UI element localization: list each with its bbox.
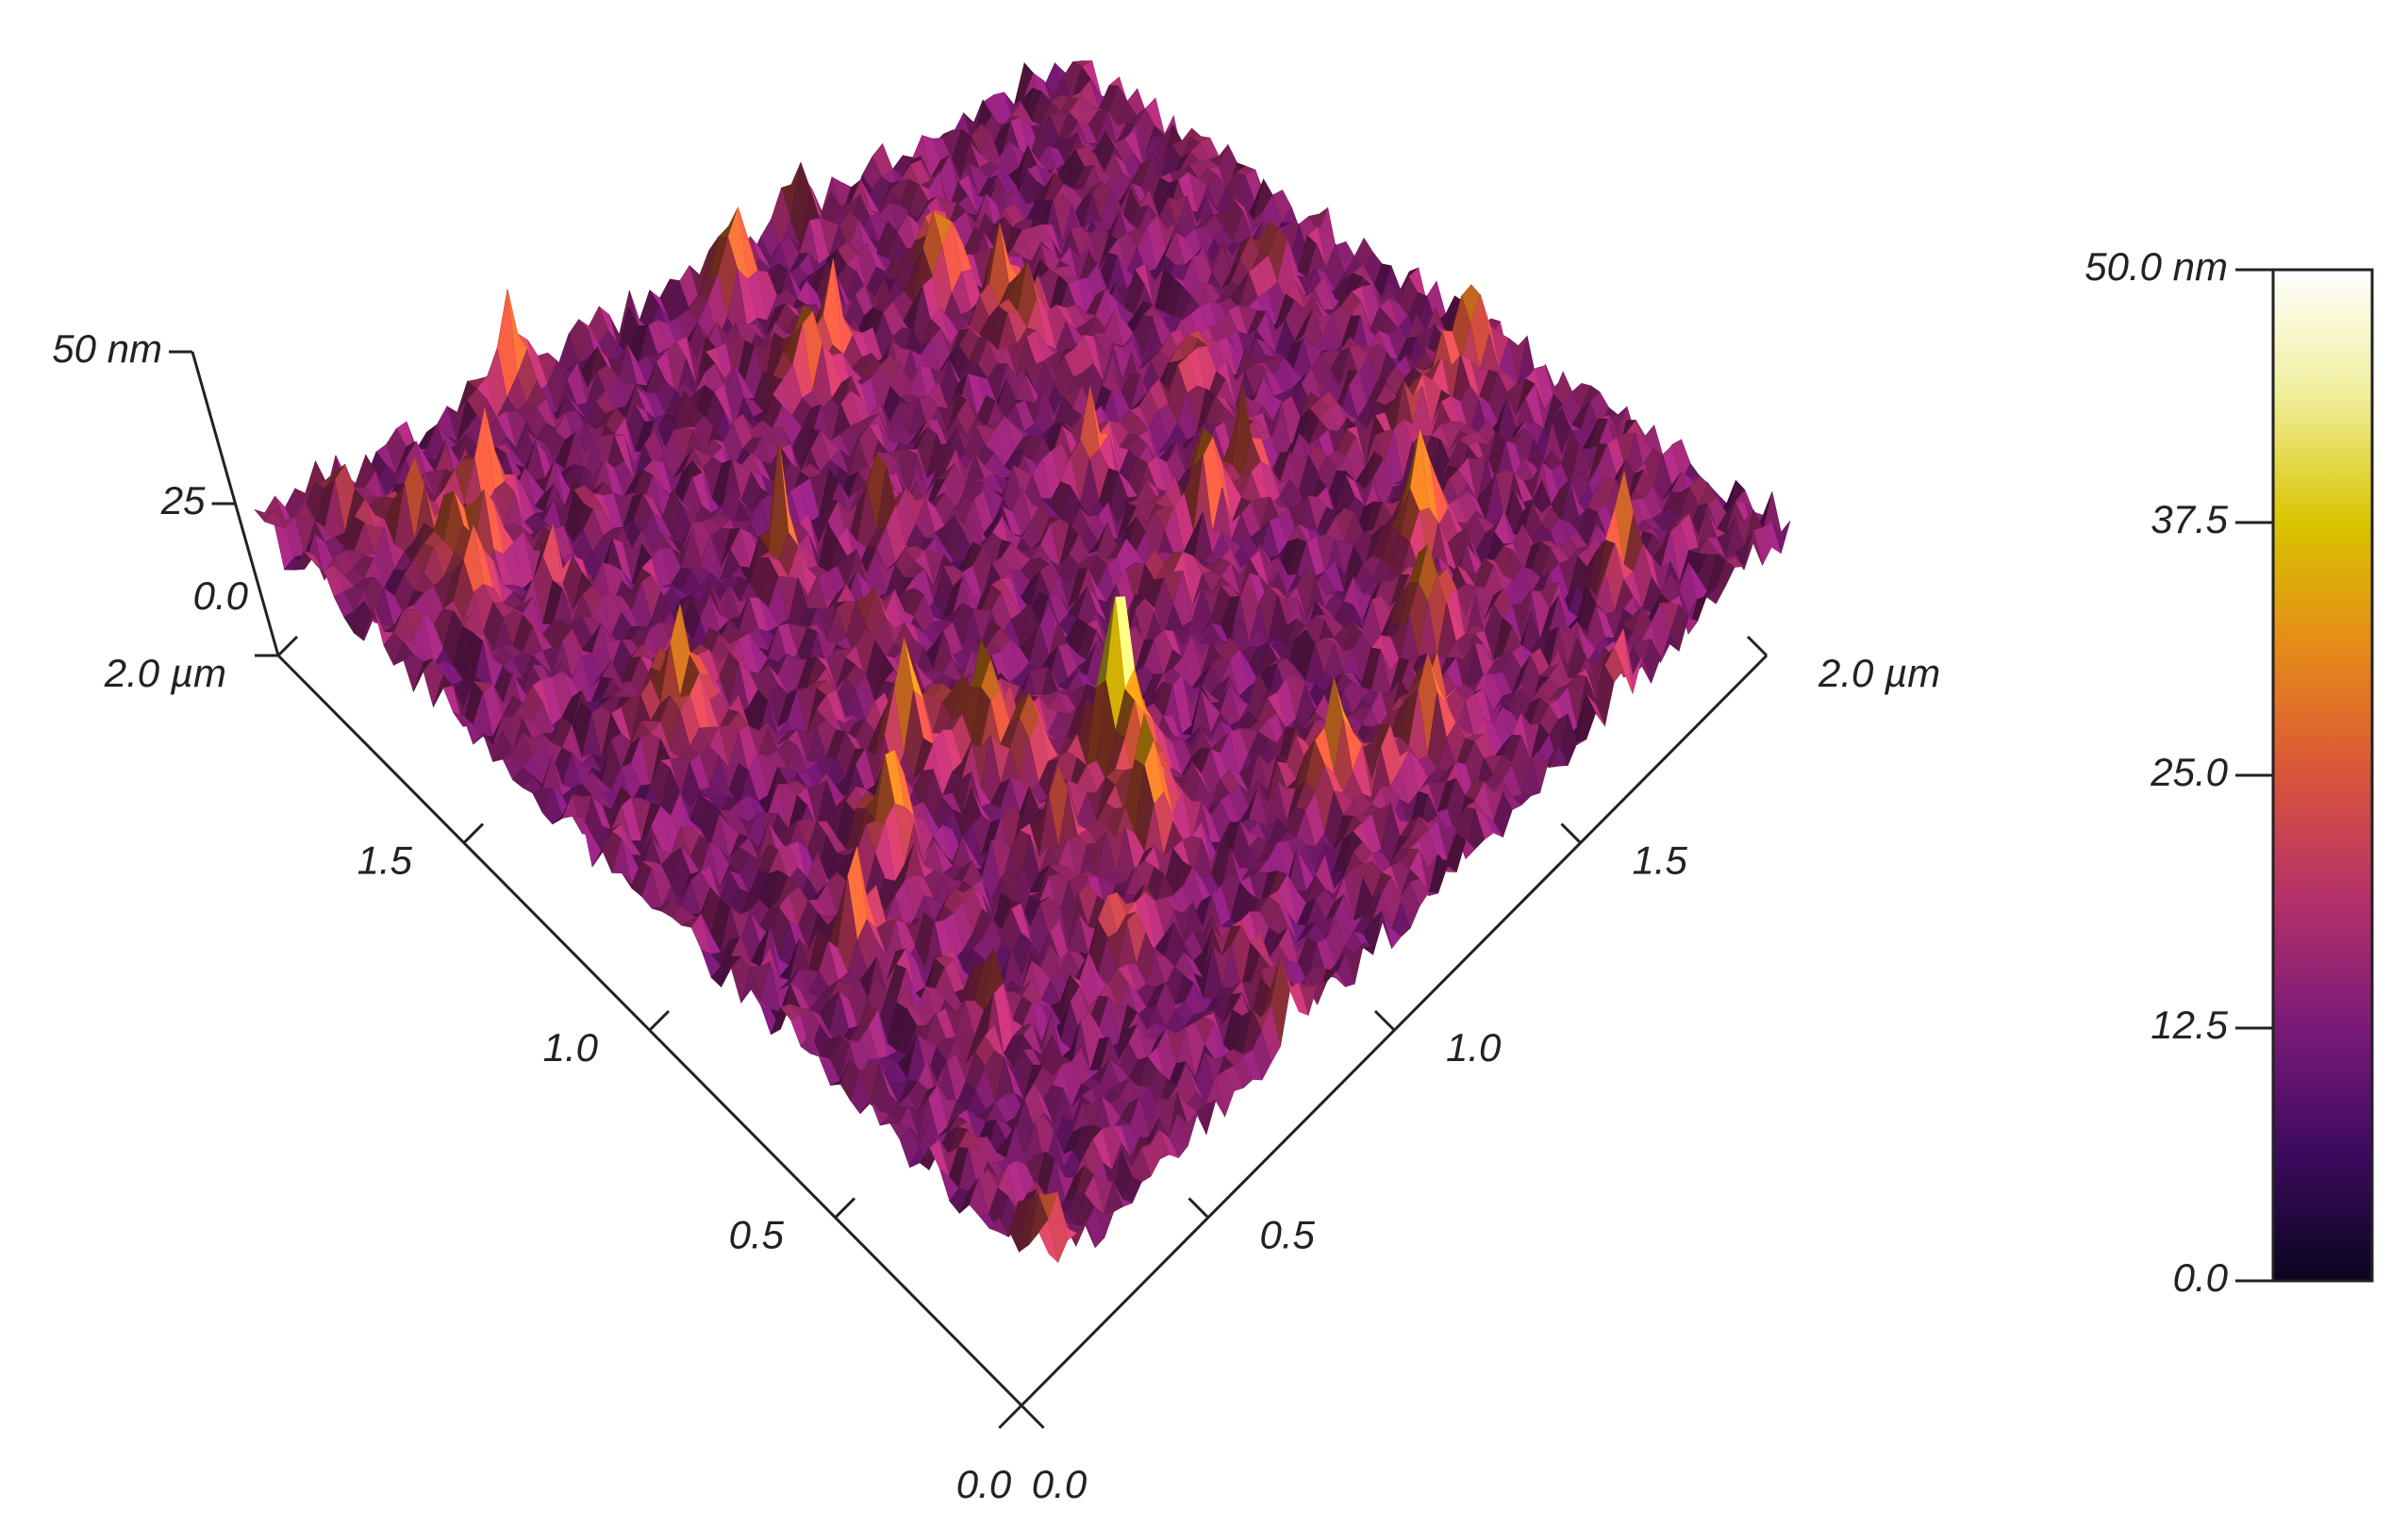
surface bbox=[254, 60, 1791, 1264]
